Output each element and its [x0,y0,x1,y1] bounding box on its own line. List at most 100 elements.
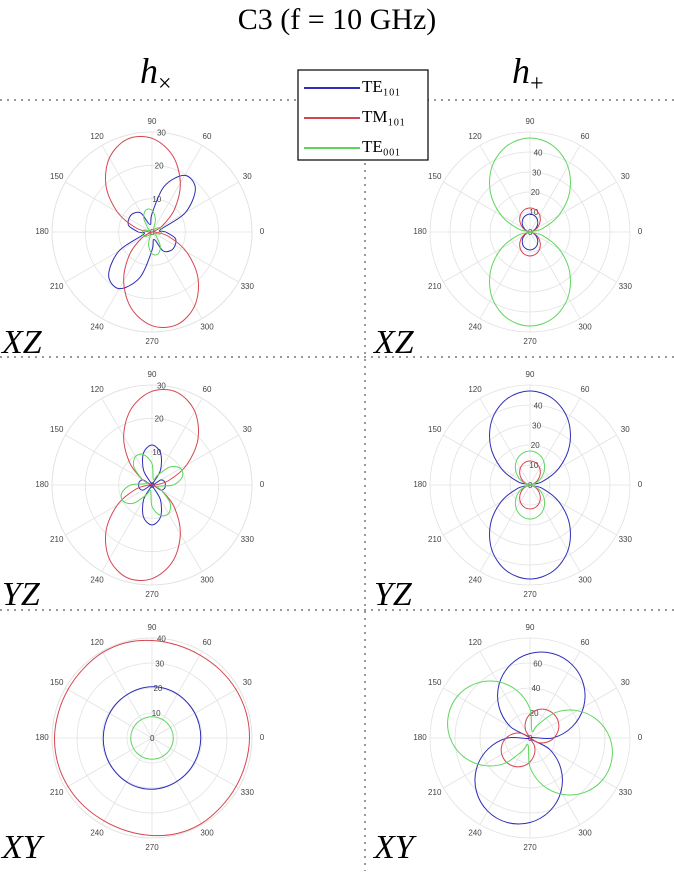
theta-tick-label: 90 [148,623,157,632]
legend-box [297,69,429,161]
theta-tick-label: 0 [260,227,265,236]
theta-tick-label: 180 [35,227,49,236]
r-grid-circle [509,464,551,506]
r-tick-label: 30 [157,381,166,390]
spoke [529,484,617,536]
outer-circle [429,637,631,839]
theta-tick-label: 150 [428,172,442,181]
outer-circle [429,384,631,586]
spoke [479,484,531,572]
theta-tick-label: 150 [50,678,64,687]
legend-label: TE₀₀₁ [362,137,401,156]
pattern-curve [447,680,613,796]
pattern-curve [130,716,174,760]
spoke [529,145,581,233]
r-grid-circle [489,191,571,273]
theta-tick-label: 270 [523,843,537,852]
spoke [479,398,531,486]
column-label-base: h [140,51,158,91]
r-grid-circle [118,451,186,519]
r-tick-label: 10 [529,208,538,217]
plots: 0306090120150180210240270300330010203003… [35,117,642,852]
theta-tick-label: 210 [428,788,442,797]
theta-tick-label: 240 [90,828,104,837]
r-tick-label: 20 [155,415,164,424]
theta-tick-label: 300 [200,828,214,837]
column-label-sub: × [158,71,172,97]
theta-tick-label: 240 [468,828,482,837]
r-grid-circle [504,712,556,764]
r-tick-label: 20 [531,441,540,450]
theta-tick-label: 150 [50,425,64,434]
theta-tick-label: 180 [413,227,427,236]
r-grid-circle [51,637,253,839]
r-tick-label: 0 [150,228,155,237]
spoke [479,231,531,319]
theta-tick-label: 60 [203,638,212,647]
r-grid-circle [101,687,203,789]
spoke [65,181,153,233]
theta-tick-label: 270 [145,590,159,599]
r-tick-label: 30 [157,128,166,137]
r-tick-label: 40 [531,684,540,693]
pattern-curve [138,444,166,526]
r-tick-label: 20 [530,709,539,718]
theta-tick-label: 150 [428,425,442,434]
theta-tick-label: 60 [581,385,590,394]
spoke [151,181,239,233]
r-tick-label: 10 [529,461,538,470]
theta-tick-label: 30 [621,172,630,181]
theta-tick-label: 300 [200,322,214,331]
r-tick-label: 0 [150,734,155,743]
theta-tick-label: 120 [90,385,104,394]
spoke [529,181,617,233]
theta-tick-label: 90 [526,117,535,126]
theta-tick-label: 30 [243,172,252,181]
r-grid-circle [479,687,581,789]
pattern-curve [120,453,184,517]
theta-tick-label: 210 [50,535,64,544]
spoke [529,231,581,319]
theta-tick-label: 150 [428,678,442,687]
theta-tick-label: 300 [200,575,214,584]
theta-tick-label: 210 [50,788,64,797]
row-label: XY [372,829,417,866]
r-grid-circle [126,712,178,764]
theta-tick-label: 120 [90,638,104,647]
theta-tick-label: 0 [260,733,265,742]
theta-tick-label: 330 [241,535,255,544]
theta-tick-label: 60 [203,132,212,141]
spoke [443,434,531,486]
theta-tick-label: 270 [523,337,537,346]
spoke [529,231,617,283]
r-tick-label: 20 [153,684,162,693]
spoke [529,398,581,486]
r-tick-label: 60 [533,659,542,668]
r-tick-label: 30 [532,421,541,430]
legend-label: TM₁₀₁ [362,107,405,126]
row-label: YZ [374,576,413,613]
spoke [151,231,239,283]
theta-tick-label: 210 [428,282,442,291]
pattern-curve [489,137,571,327]
r-grid-circle [51,131,253,333]
theta-tick-label: 330 [619,535,633,544]
pattern-curve [514,450,546,520]
theta-tick-label: 240 [468,322,482,331]
r-grid-circle [51,384,253,586]
theta-tick-label: 30 [243,678,252,687]
row-label: XZ [0,324,43,361]
theta-tick-label: 330 [241,282,255,291]
r-grid-circle [449,404,611,566]
figure-title: C3 (f = 10 GHz) [238,3,437,36]
spoke [151,484,239,536]
theta-tick-label: 300 [578,575,592,584]
pattern-curve [104,389,200,581]
theta-tick-label: 30 [621,425,630,434]
r-tick-label: 40 [157,634,166,643]
theta-tick-label: 0 [638,733,643,742]
theta-tick-label: 270 [145,843,159,852]
